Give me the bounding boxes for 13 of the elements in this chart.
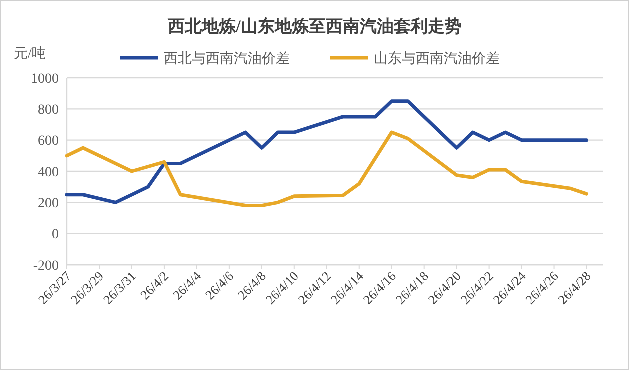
y-tick-label: 0 — [52, 228, 59, 243]
y-axis-title: 元/吨 — [14, 46, 46, 62]
y-tick-label: 800 — [38, 103, 59, 118]
y-tick-label: 200 — [38, 196, 59, 212]
y-tick-label: 600 — [38, 134, 59, 150]
line-series — [65, 100, 589, 204]
legend-label: 西北与西南汽油价差 — [164, 50, 290, 67]
y-tick-label: -200 — [33, 258, 59, 274]
line-series — [65, 130, 589, 208]
legend-label: 山东与西南汽油价差 — [374, 50, 500, 67]
y-tick-label: 400 — [38, 165, 59, 180]
y-tick-label: 1000 — [31, 72, 59, 87]
chart-title: 西北地炼/山东地炼至西南汽油套利走势 — [167, 17, 462, 36]
